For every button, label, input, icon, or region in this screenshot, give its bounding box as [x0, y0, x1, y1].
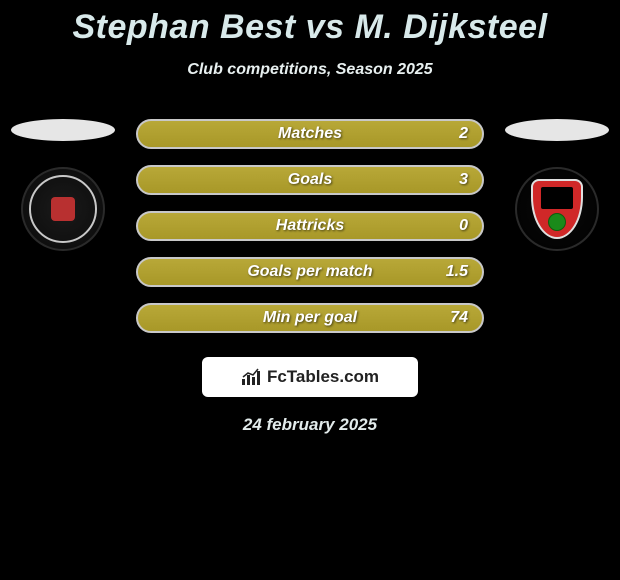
fctables-logo[interactable]: FcTables.com [202, 357, 418, 397]
shield-shape [531, 179, 583, 239]
left-player-ellipse [11, 119, 115, 141]
stat-bar-goals-per-match: Goals per match 1.5 [136, 257, 484, 287]
comparison-card: Stephan Best vs M. Dijksteel Club compet… [0, 0, 620, 435]
stat-label: Goals [288, 171, 332, 189]
stats-list: Matches 2 Goals 3 Hattricks 0 Goals per … [118, 119, 502, 333]
stat-value: 1.5 [446, 263, 468, 281]
stat-bar-goals: Goals 3 [136, 165, 484, 195]
right-player-ellipse [505, 119, 609, 141]
stat-value: 74 [450, 309, 468, 327]
stat-value: 0 [459, 217, 468, 235]
cork-city-crest-icon [515, 167, 599, 251]
stat-label: Matches [278, 125, 342, 143]
stat-label: Goals per match [247, 263, 372, 281]
left-player-col [8, 119, 118, 251]
date-text: 24 february 2025 [0, 415, 620, 435]
right-player-col [502, 119, 612, 251]
stat-label: Hattricks [276, 217, 344, 235]
stat-bar-hattricks: Hattricks 0 [136, 211, 484, 241]
stat-label: Min per goal [263, 309, 357, 327]
main-row: Matches 2 Goals 3 Hattricks 0 Goals per … [0, 119, 620, 333]
ship-shape [541, 187, 573, 209]
stat-bar-matches: Matches 2 [136, 119, 484, 149]
subtitle: Club competitions, Season 2025 [0, 61, 620, 79]
stat-value: 2 [459, 125, 468, 143]
stat-value: 3 [459, 171, 468, 189]
logo-suffix: Tables.com [287, 367, 379, 386]
page-title: Stephan Best vs M. Dijksteel [0, 0, 620, 47]
stat-bar-min-per-goal: Min per goal 74 [136, 303, 484, 333]
logo-prefix: Fc [267, 367, 287, 386]
bohemian-crest-icon [21, 167, 105, 251]
ball-shape [548, 213, 566, 231]
bar-chart-icon [241, 368, 263, 386]
logo-text: FcTables.com [267, 367, 379, 387]
